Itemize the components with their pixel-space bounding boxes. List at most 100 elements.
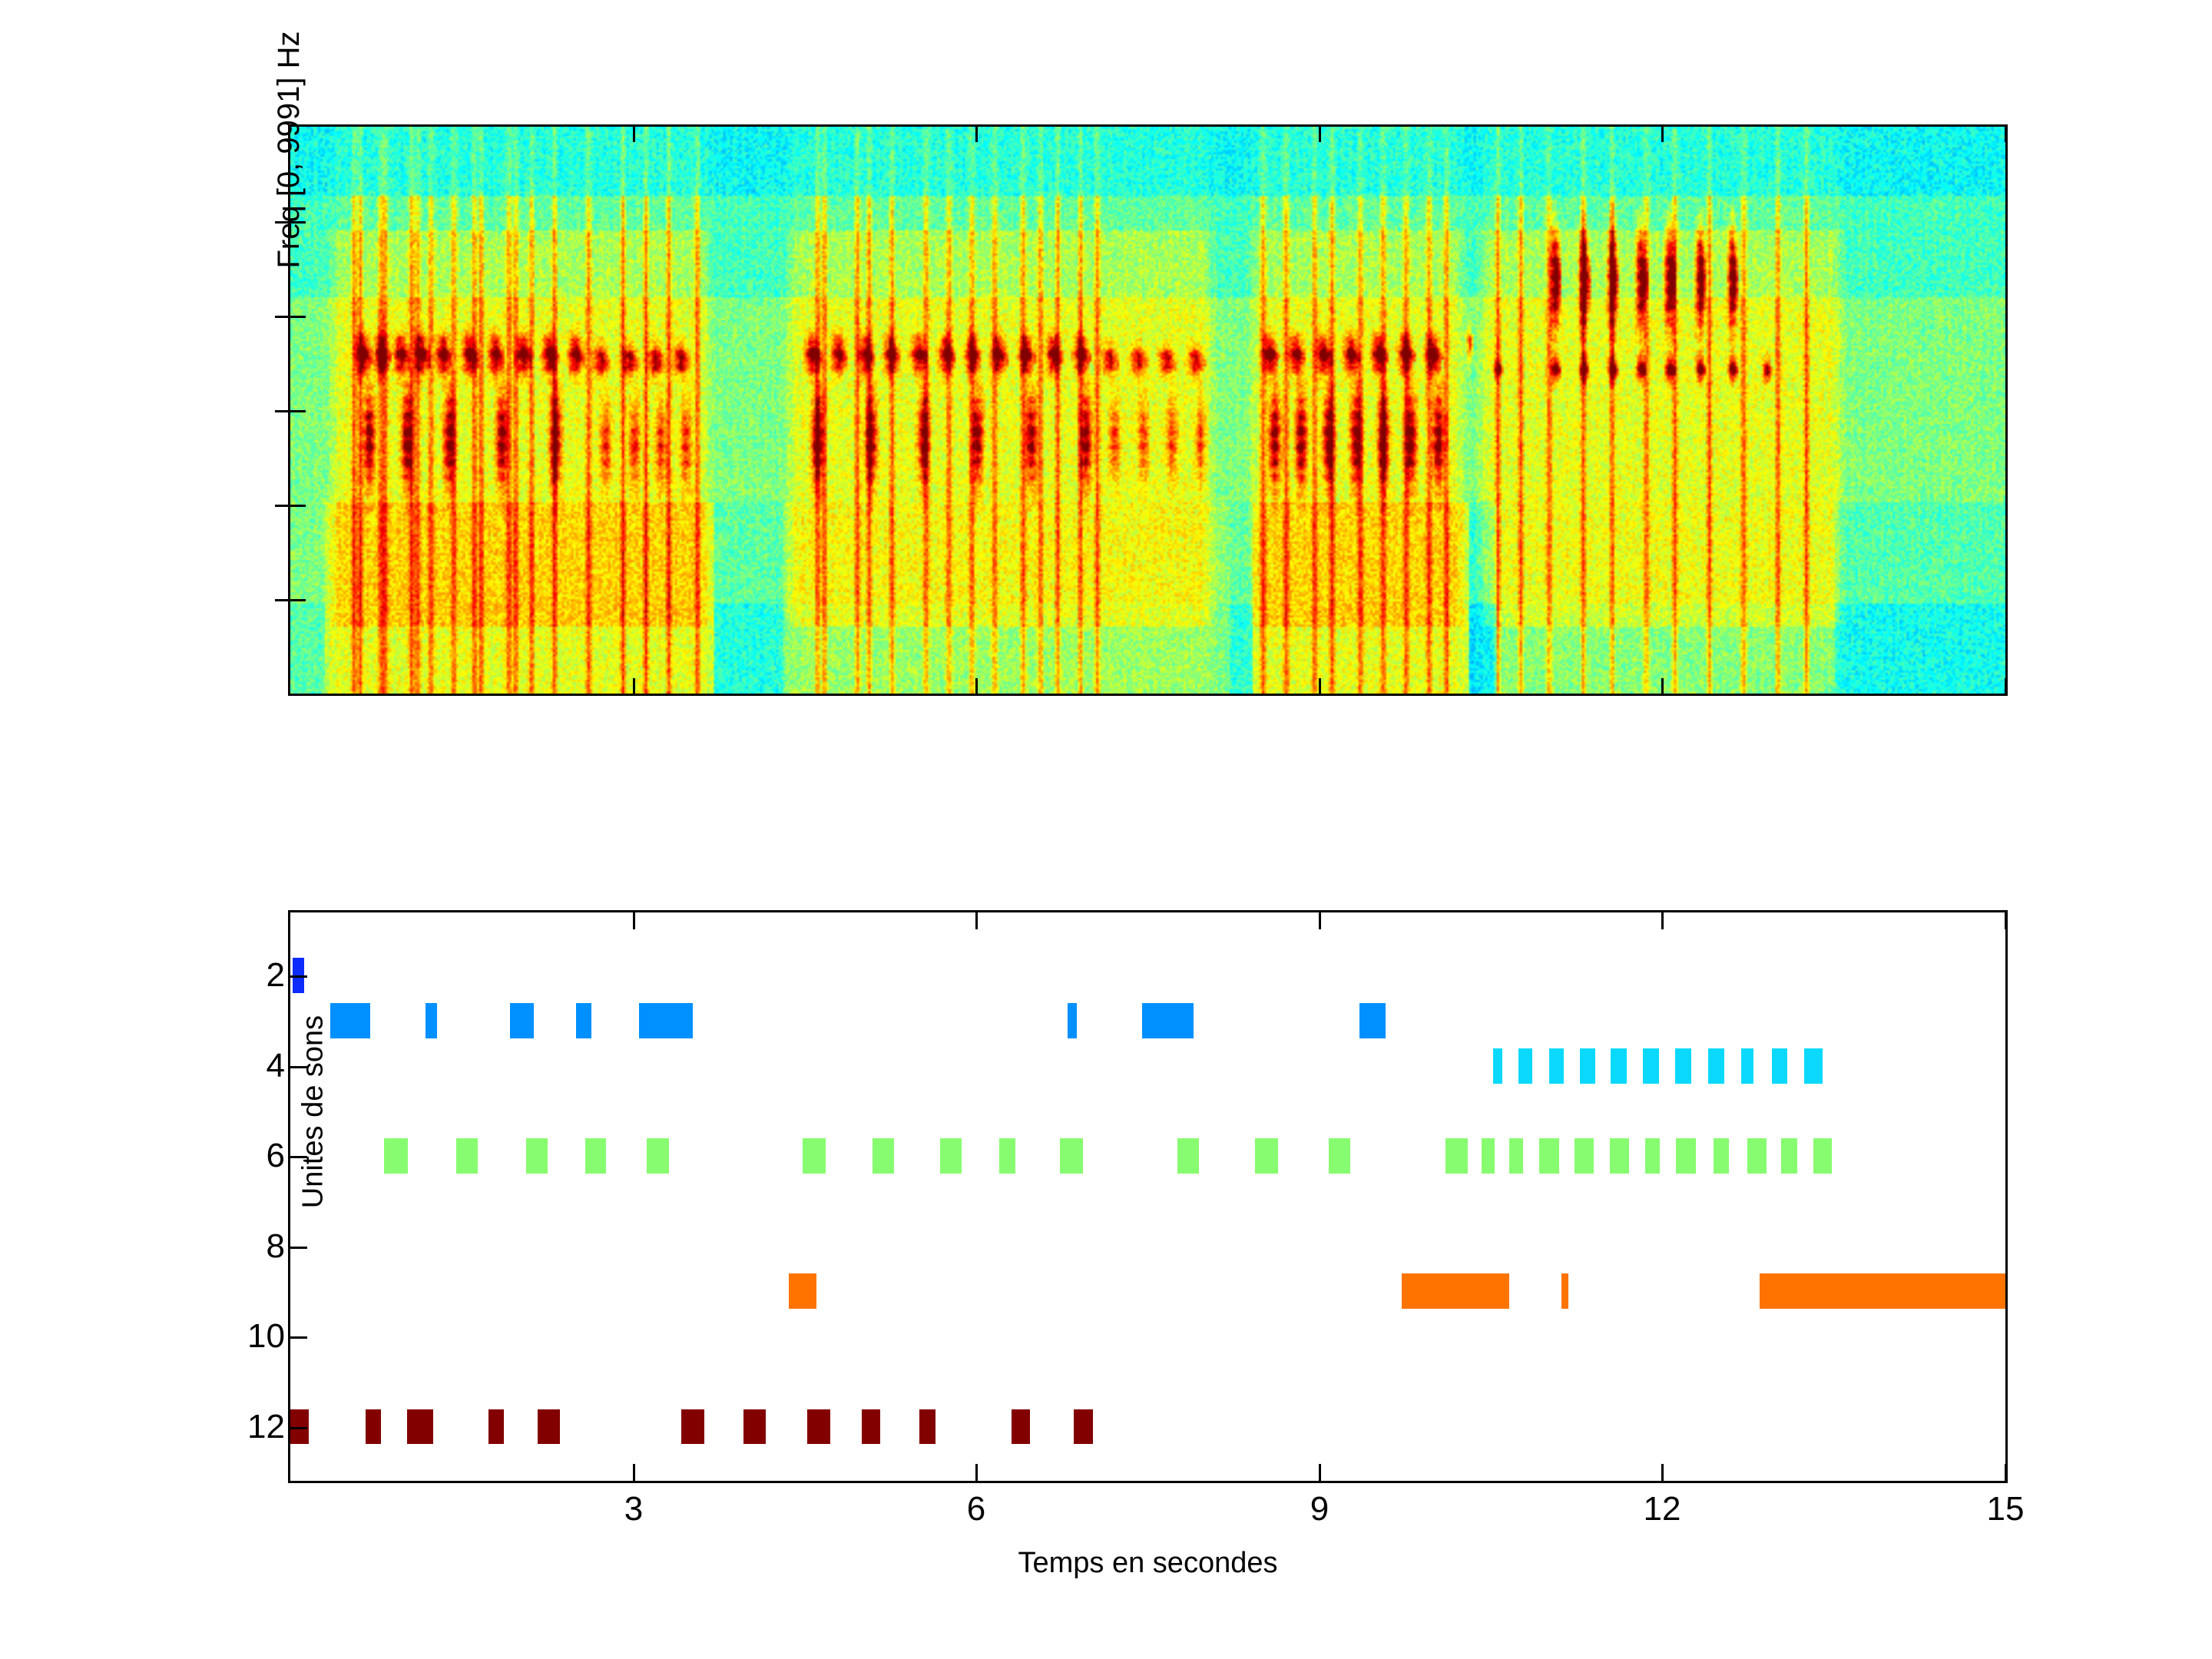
sound-unit-bar <box>1643 1048 1659 1084</box>
spectrogram-y-tick-inner <box>290 316 306 318</box>
units-y-tick-label: 4 <box>266 1047 285 1084</box>
sound-unit-bar <box>525 1138 548 1174</box>
units-y-tick-label: 8 <box>266 1227 285 1265</box>
units-y-tick <box>290 1247 307 1249</box>
sound-unit-bar <box>789 1273 816 1310</box>
sound-unit-bar <box>1813 1138 1832 1174</box>
spectrogram-panel: Freq [0, 9991] Hz <box>272 31 2008 696</box>
sound-unit-bar <box>639 1003 693 1038</box>
spectrogram-y-tick <box>275 599 290 601</box>
spectrogram-y-tick <box>275 221 290 224</box>
units-x-tick <box>633 1464 635 1481</box>
sound-unit-bar <box>1574 1138 1594 1174</box>
units-y-tick-label: 2 <box>266 956 285 994</box>
sound-unit-bar <box>1068 1003 1078 1038</box>
units-x-tick-top <box>2005 912 2007 929</box>
sound-unit-bar <box>1674 1048 1691 1084</box>
spectrogram-x-tick-top <box>2005 127 2007 142</box>
sound-unit-bar <box>1493 1048 1502 1084</box>
units-y-tick <box>290 1066 307 1068</box>
sound-unit-bar <box>384 1138 409 1174</box>
spectrogram-y-tick-inner <box>290 221 306 224</box>
units-y-tick <box>290 1156 307 1158</box>
sound-unit-bar <box>406 1409 434 1445</box>
sound-unit-bar <box>998 1138 1015 1174</box>
sound-unit-bar <box>366 1409 381 1445</box>
spectrogram-y-tick-inner <box>290 410 306 412</box>
units-x-tick-top <box>1319 912 1321 929</box>
sound-unit-bar <box>1482 1138 1495 1174</box>
sound-unit-bar <box>1707 1048 1724 1084</box>
sound-unit-bar <box>1255 1138 1279 1174</box>
sound-unit-bar <box>1747 1138 1767 1174</box>
sound-unit-bar <box>585 1138 606 1174</box>
sound-unit-bar <box>1012 1409 1031 1445</box>
sound-unit-bar <box>1538 1138 1560 1174</box>
sound-unit-bar <box>1580 1048 1595 1084</box>
sound-unit-bar <box>681 1409 704 1445</box>
spectrogram-y-tick <box>275 316 290 318</box>
sound-units-panel: 2 4 6 8 10 12 3 6 9 12 15 Unites de sons Temps en… <box>247 910 2024 1579</box>
sound-unit-bar <box>1401 1273 1509 1310</box>
sound-unit-bar <box>1177 1138 1200 1174</box>
sound-unit-bar <box>1508 1138 1523 1174</box>
sound-unit-bar <box>1759 1273 2005 1310</box>
sound-unit-bar <box>802 1138 826 1174</box>
sound-unit-bar <box>1549 1048 1565 1084</box>
sound-unit-bar <box>330 1003 371 1038</box>
units-x-tick-top <box>633 912 635 929</box>
sound-unit-bar <box>1781 1138 1798 1174</box>
units-y-tick <box>290 1427 307 1429</box>
units-x-tick-label: 3 <box>624 1490 644 1528</box>
spectrogram-x-tick-top <box>1661 127 1664 142</box>
spectrogram-x-tick <box>2005 678 2007 694</box>
sound-unit-bar <box>939 1138 962 1174</box>
sound-unit-bar <box>455 1138 478 1174</box>
sound-unit-bar <box>1676 1138 1696 1174</box>
units-x-tick <box>2005 1464 2007 1481</box>
sound-unit-bar <box>1073 1409 1094 1445</box>
sound-unit-bar <box>862 1409 881 1445</box>
sound-unit-bar <box>919 1409 935 1445</box>
sound-unit-bar <box>1611 1048 1628 1084</box>
sound-unit-bar <box>1059 1138 1083 1174</box>
sound-unit-bar <box>1645 1138 1661 1174</box>
units-x-tick-top <box>975 912 978 929</box>
units-x-tick-label: 12 <box>1643 1490 1681 1528</box>
units-x-tick-label: 9 <box>1310 1490 1330 1528</box>
units-x-tick-top <box>1661 912 1664 929</box>
sound-unit-bar <box>1803 1048 1823 1084</box>
sound-unit-bar <box>1561 1273 1569 1310</box>
sound-unit-bar <box>1609 1138 1630 1174</box>
sound-unit-bar <box>1142 1003 1194 1038</box>
units-y-tick-label: 6 <box>266 1137 285 1174</box>
units-x-tick <box>975 1464 978 1481</box>
units-y-axis-label: Unites de sons <box>296 1015 329 1209</box>
sound-unit-bar <box>537 1409 561 1445</box>
units-x-axis-label: Temps en secondes <box>1018 1547 1278 1579</box>
sound-unit-bar <box>872 1138 894 1174</box>
sound-unit-bar <box>806 1409 830 1445</box>
sound-unit-bar <box>1445 1138 1469 1174</box>
sound-unit-bar <box>1741 1048 1754 1084</box>
sound-unit-bar <box>576 1003 591 1038</box>
units-x-tick-label: 6 <box>966 1490 986 1528</box>
spectrogram-x-tick-top <box>1319 127 1321 142</box>
sound-unit-bar <box>509 1003 535 1038</box>
spectrogram-y-tick-inner <box>290 505 306 507</box>
units-y-tick-label: 10 <box>247 1317 285 1355</box>
spectrogram-x-tick <box>1661 678 1664 694</box>
sound-unit-bar <box>743 1409 767 1445</box>
spectrogram-y-tick <box>275 410 290 412</box>
spectrogram-y-tick-inner <box>290 599 306 601</box>
sound-unit-bar <box>425 1003 437 1038</box>
spectrogram-y-axis-label: Freq [0, 9991] Hz <box>272 31 306 269</box>
sound-unit-bar <box>647 1138 669 1174</box>
sound-unit-bar <box>290 1409 309 1445</box>
units-x-tick <box>1661 1464 1664 1481</box>
spectrogram-y-tick <box>275 505 290 507</box>
spectrogram-x-tick <box>975 678 978 694</box>
sound-unit-bar <box>1328 1138 1350 1174</box>
units-x-tick-label: 15 <box>1986 1490 2025 1528</box>
